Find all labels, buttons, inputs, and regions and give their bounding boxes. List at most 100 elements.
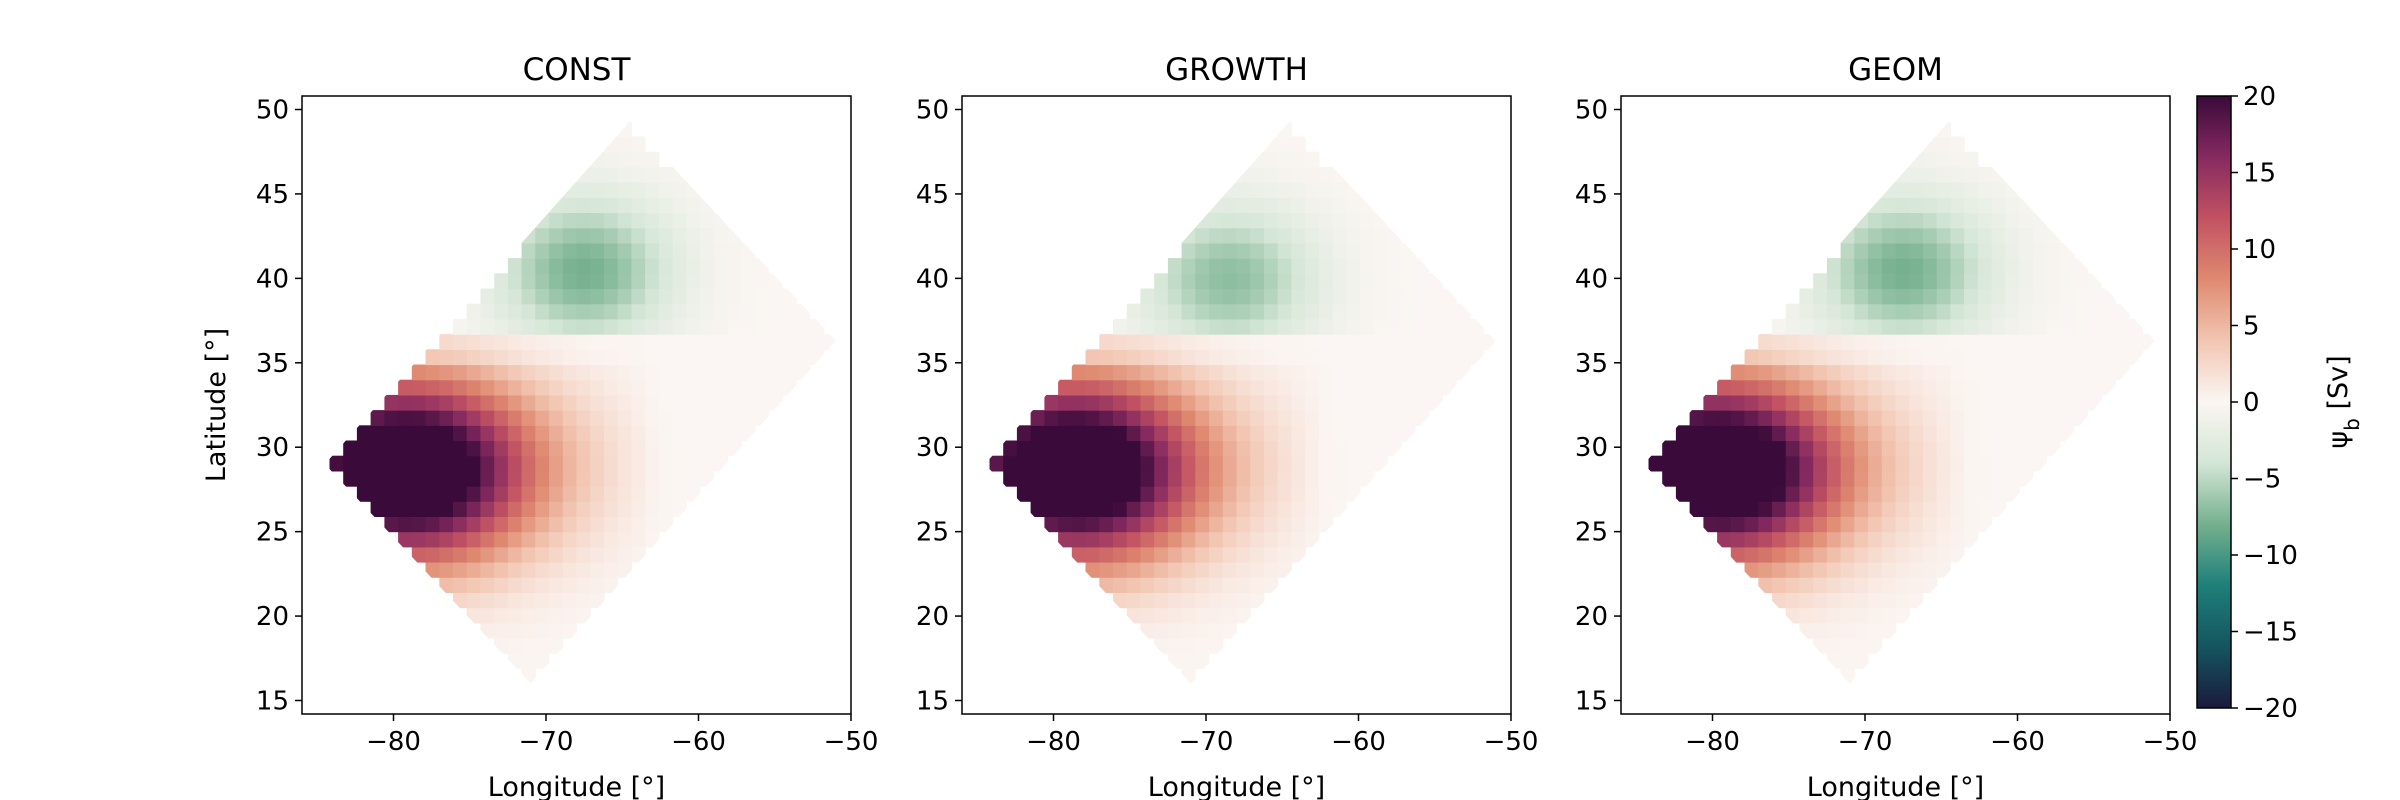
heatmap-cell	[1167, 394, 1183, 411]
heatmap-cell	[1044, 455, 1059, 472]
heatmap-cell	[1318, 394, 1334, 411]
x-tick-label: −50	[1484, 727, 1539, 757]
heatmap-cell	[1291, 501, 1306, 517]
heatmap-cell	[1209, 212, 1224, 229]
heatmap-cell	[2032, 379, 2048, 396]
heatmap-cell	[1085, 501, 1100, 517]
heatmap-cell	[1030, 501, 1045, 517]
heatmap-cell	[1744, 562, 1759, 578]
heatmap-cell	[1923, 394, 1938, 411]
heatmap-cell	[1758, 531, 1773, 548]
heatmap-cell	[590, 212, 605, 229]
heatmap-cell	[2087, 288, 2102, 305]
heatmap-cell	[1195, 516, 1210, 533]
heatmap-cell	[1923, 136, 1938, 153]
heatmap-cell	[1264, 455, 1279, 472]
heatmap-cell	[521, 622, 536, 639]
heatmap-cell	[2032, 242, 2048, 259]
heatmap-cell	[1126, 501, 1141, 517]
heatmap-cell	[672, 288, 687, 305]
heatmap-cell	[658, 166, 674, 183]
heatmap-cell	[631, 273, 646, 290]
heatmap-cell	[1936, 455, 1951, 472]
heatmap-cell	[1950, 136, 1965, 153]
heatmap-cell	[1923, 546, 1938, 563]
heatmap-cell	[521, 410, 536, 426]
heatmap-cell	[1991, 364, 2006, 381]
heatmap-cell	[439, 349, 454, 366]
heatmap-cell	[1044, 425, 1059, 442]
y-tick-label: 35	[916, 349, 949, 379]
heatmap-cell	[1167, 470, 1183, 487]
heatmap-cell	[1758, 349, 1773, 366]
heatmap-cell	[480, 394, 495, 411]
heatmap-cell	[1895, 197, 1910, 214]
heatmap-cell	[1113, 562, 1128, 578]
heatmap-cell	[480, 562, 495, 578]
heatmap-cell	[1264, 242, 1279, 259]
heatmap-cell	[1236, 273, 1251, 290]
heatmap-cell	[782, 288, 797, 305]
heatmap-cell	[686, 182, 701, 198]
heatmap-cell	[1936, 516, 1951, 533]
heatmap-cell	[1387, 425, 1402, 442]
heatmap-cell	[343, 440, 358, 457]
heatmap-cell	[1250, 577, 1265, 593]
heatmap-cell	[1167, 653, 1183, 669]
heatmap-cell	[1744, 455, 1759, 472]
heatmap-cell	[1936, 212, 1951, 229]
heatmap-cell	[411, 486, 427, 502]
heatmap-cell	[796, 334, 811, 350]
heatmap-cell	[1167, 349, 1183, 366]
heatmap-cell	[1840, 440, 1855, 457]
heatmap-cell	[1167, 607, 1183, 624]
heatmap-cell	[1318, 212, 1334, 229]
heatmap-cell	[1222, 455, 1238, 472]
heatmap-cell	[1785, 394, 1800, 411]
heatmap-cell	[1991, 501, 2006, 517]
heatmap-cell	[604, 379, 619, 396]
heatmap-cell	[1826, 303, 1842, 320]
heatmap-cell	[2101, 318, 2116, 335]
heatmap-cell	[521, 303, 536, 320]
heatmap-cell	[1250, 227, 1265, 244]
heatmap-cell	[398, 486, 413, 502]
heatmap-cell	[453, 501, 468, 517]
heatmap-cell	[1236, 425, 1251, 442]
heatmap-cell	[1058, 516, 1073, 533]
heatmap-cell	[480, 303, 495, 320]
heatmap-cell	[1222, 258, 1238, 274]
heatmap-cell	[1305, 470, 1320, 487]
heatmap-cell	[1881, 501, 1897, 517]
heatmap-cell	[604, 364, 619, 381]
heatmap-cell	[1305, 303, 1320, 320]
panel-geom: GEOM−80 −70 −60 −501520253035404550Longitud…	[1575, 52, 2198, 800]
heatmap-cell	[617, 562, 632, 578]
heatmap-cell	[1085, 455, 1100, 472]
heatmap-cell	[1881, 197, 1897, 214]
heatmap-cell	[1305, 516, 1320, 533]
heatmap-cell	[1813, 303, 1828, 320]
heatmap-cell	[2032, 455, 2048, 472]
heatmap-cell	[1236, 379, 1251, 396]
heatmap-cell	[1909, 288, 1924, 305]
heatmap-cell	[1099, 379, 1114, 396]
heatmap-cell	[782, 379, 797, 396]
heatmap-cell	[741, 258, 756, 274]
heatmap-cell	[507, 258, 523, 274]
heatmap-cell	[1977, 197, 1993, 214]
heatmap-cell	[1826, 258, 1842, 274]
heatmap-cell	[453, 394, 468, 411]
heatmap-cell	[1003, 470, 1018, 487]
heatmap-cell	[1881, 562, 1897, 578]
heatmap-cell	[1662, 470, 1677, 487]
heatmap-cell	[453, 379, 468, 396]
heatmap-cell	[1305, 364, 1320, 381]
heatmap-cell	[425, 364, 440, 381]
heatmap-cell	[1799, 622, 1814, 639]
heatmap-cell	[1058, 425, 1073, 442]
heatmap-cell	[1881, 394, 1897, 411]
heatmap-cell	[398, 425, 413, 442]
heatmap-cell	[1167, 531, 1183, 548]
heatmap-cell	[2005, 212, 2020, 229]
